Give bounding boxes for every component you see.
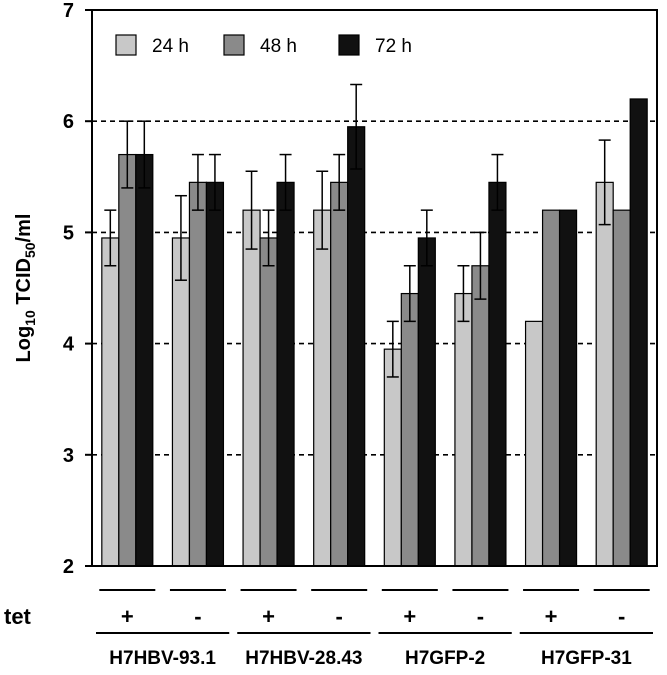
bar-48h-3	[330, 181, 349, 567]
bar-72h-7	[629, 98, 648, 567]
bar-48h-1	[188, 181, 208, 567]
bar-72h-4	[417, 237, 436, 567]
y-tick-label: 2	[63, 556, 74, 578]
y-tick-label: 5	[63, 222, 74, 244]
y-axis-title-post: /ml	[13, 214, 35, 243]
tet-sign-label: -	[336, 604, 343, 629]
bar-24h-3	[313, 209, 332, 567]
bar-48h-4	[400, 292, 419, 567]
y-axis-title-sub1: 10	[22, 310, 38, 326]
y-axis-title-pre: Log	[13, 326, 35, 363]
tet-sign-label: -	[477, 604, 484, 629]
tet-sign-label: -	[194, 604, 201, 629]
bar-24h-2	[242, 209, 261, 567]
bar-72h-5	[488, 181, 507, 567]
bar-24h-7	[595, 181, 614, 567]
bar-72h-6	[558, 209, 578, 567]
bar-24h-1	[171, 237, 191, 567]
tet-sign-label: +	[545, 604, 558, 629]
legend-label: 24 h	[152, 36, 189, 57]
bar-72h-1	[205, 181, 225, 567]
bar-48h-6	[541, 209, 561, 567]
bar-72h-2	[276, 181, 295, 567]
bar-24h-4	[383, 348, 402, 567]
bar-72h-0	[135, 153, 154, 567]
legend-swatch	[338, 34, 360, 56]
bar-48h-2	[259, 237, 278, 567]
y-axis-title: Log10 TCID50/ml	[13, 214, 38, 363]
y-tick-label: 6	[63, 111, 74, 133]
y-tick-label: 3	[63, 445, 74, 467]
bar-24h-6	[524, 320, 544, 567]
bar-72h-3	[347, 126, 366, 567]
bar-24h-0	[101, 237, 120, 567]
group-label: H7HBV-28.43	[245, 648, 362, 669]
tet-sign-label: -	[618, 604, 625, 629]
legend-label: 72 h	[375, 36, 412, 57]
y-tick-label: 7	[63, 0, 74, 22]
group-label: H7GFP-2	[405, 648, 485, 669]
group-label: H7HBV-93.1	[109, 648, 216, 669]
bar-48h-0	[118, 153, 137, 567]
legend-label: 48 h	[260, 36, 297, 57]
plot-frame	[91, 9, 658, 567]
y-axis-title-sub2: 50	[22, 242, 38, 258]
group-label: H7GFP-31	[541, 648, 632, 669]
legend-swatch	[223, 34, 245, 56]
bar-48h-7	[612, 209, 631, 567]
tet-label: tet	[4, 604, 32, 629]
y-tick-label: 4	[63, 334, 75, 356]
tet-sign-label: +	[121, 604, 134, 629]
tet-sign-label: +	[403, 604, 416, 629]
bar-48h-5	[471, 265, 490, 567]
legend-swatch	[115, 34, 137, 56]
tet-sign-label: +	[262, 604, 275, 629]
bar-24h-5	[454, 292, 473, 567]
y-axis-title-mid: TCID	[13, 258, 35, 310]
